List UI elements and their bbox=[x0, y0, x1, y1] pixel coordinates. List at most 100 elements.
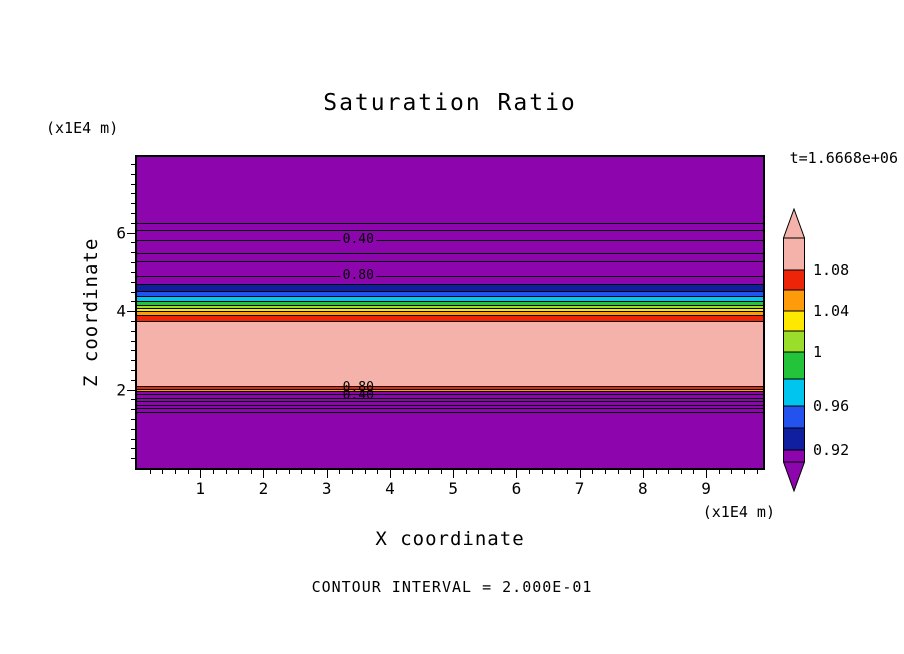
y-tick-label: 2 bbox=[116, 380, 126, 400]
tick-mark bbox=[149, 470, 151, 474]
contour-line bbox=[137, 275, 763, 277]
contour-band bbox=[137, 320, 763, 386]
x-tick-label: 1 bbox=[195, 479, 206, 498]
tick-mark bbox=[131, 409, 135, 411]
contour-line bbox=[137, 240, 763, 242]
tick-mark bbox=[131, 262, 135, 264]
contour-band bbox=[137, 300, 763, 305]
tick-mark bbox=[503, 470, 505, 474]
tick-mark bbox=[131, 379, 135, 381]
tick-mark bbox=[131, 418, 135, 420]
contour-line bbox=[137, 260, 763, 262]
contour-line bbox=[137, 388, 763, 390]
tick-mark bbox=[630, 470, 632, 474]
contour-line-label: 0.40 bbox=[340, 232, 376, 248]
tick-mark bbox=[187, 470, 189, 474]
tick-mark bbox=[131, 291, 135, 293]
x-tick-label: 7 bbox=[574, 479, 585, 498]
colorbar-tick-label: 1 bbox=[813, 343, 823, 361]
tick-mark bbox=[288, 470, 290, 474]
colorbar-tick-label: 0.92 bbox=[813, 441, 850, 459]
tick-mark bbox=[756, 470, 758, 474]
tick-mark bbox=[131, 360, 135, 362]
contour-line bbox=[137, 394, 763, 396]
tick-mark bbox=[465, 470, 467, 474]
colorbar-tick-label: 1.04 bbox=[813, 302, 850, 320]
tick-mark bbox=[131, 203, 135, 205]
contour-line bbox=[137, 385, 763, 387]
tick-mark bbox=[131, 222, 135, 224]
contour-line bbox=[137, 230, 763, 232]
tick-mark bbox=[131, 271, 135, 273]
tick-mark bbox=[453, 470, 455, 478]
colorbar-tick-label: 1.08 bbox=[813, 261, 850, 279]
tick-mark bbox=[478, 470, 480, 474]
tick-mark bbox=[655, 470, 657, 474]
tick-mark bbox=[162, 470, 164, 474]
plot-area: 0.40 0.80 0.80 0.40 bbox=[135, 155, 765, 470]
contour-line bbox=[137, 320, 763, 322]
tick-mark bbox=[351, 470, 353, 474]
tick-mark bbox=[680, 470, 682, 474]
contour-line bbox=[137, 412, 763, 414]
tick-mark bbox=[718, 470, 720, 474]
tick-mark bbox=[131, 213, 135, 215]
tick-mark bbox=[131, 193, 135, 195]
tick-mark bbox=[131, 252, 135, 254]
contour-line bbox=[137, 304, 763, 306]
tick-mark bbox=[131, 183, 135, 185]
contour-band bbox=[137, 310, 763, 316]
x-axis-unit: (x1E4 m) bbox=[702, 503, 775, 521]
tick-mark bbox=[744, 470, 746, 474]
tick-mark bbox=[225, 470, 227, 474]
x-tick-label: 5 bbox=[448, 479, 458, 498]
time-label: t=1.6668e+06 bbox=[789, 149, 898, 167]
tick-mark bbox=[127, 389, 135, 391]
colorbar bbox=[783, 208, 805, 492]
contour-line bbox=[137, 401, 763, 403]
tick-mark bbox=[238, 470, 240, 474]
contour-line bbox=[137, 310, 763, 312]
contour-band bbox=[137, 295, 763, 301]
tick-mark bbox=[529, 470, 531, 474]
tick-mark bbox=[314, 470, 316, 474]
tick-mark bbox=[131, 428, 135, 430]
tick-mark bbox=[389, 470, 391, 478]
contour-line bbox=[137, 307, 763, 309]
tick-mark bbox=[131, 438, 135, 440]
tick-mark bbox=[326, 470, 328, 478]
x-tick-label: 4 bbox=[385, 479, 395, 498]
tick-mark bbox=[131, 242, 135, 244]
tick-mark bbox=[427, 470, 429, 474]
tick-mark bbox=[706, 470, 708, 478]
tick-mark bbox=[301, 470, 303, 474]
x-tick-label: 6 bbox=[511, 479, 522, 498]
tick-mark bbox=[592, 470, 594, 474]
contour-line bbox=[137, 405, 763, 407]
contour-line bbox=[137, 315, 763, 317]
tick-mark bbox=[131, 330, 135, 332]
contour-line-label: 0.80 bbox=[342, 379, 374, 395]
tick-mark bbox=[131, 301, 135, 303]
contour-band bbox=[137, 315, 763, 321]
contour-band bbox=[137, 385, 763, 389]
contour-line bbox=[137, 300, 763, 302]
tick-mark bbox=[131, 281, 135, 283]
tick-mark bbox=[516, 470, 518, 478]
x-tick-label: 2 bbox=[258, 479, 269, 498]
contour-line bbox=[137, 295, 763, 297]
tick-mark bbox=[250, 470, 252, 474]
tick-mark bbox=[131, 320, 135, 322]
contour-line bbox=[137, 408, 763, 410]
tick-mark bbox=[174, 470, 176, 474]
tick-mark bbox=[131, 458, 135, 460]
chart-title: Saturation Ratio bbox=[323, 90, 577, 116]
contour-line bbox=[137, 290, 763, 292]
tick-mark bbox=[131, 448, 135, 450]
tick-mark bbox=[731, 470, 733, 474]
x-axis-label: X coordinate bbox=[375, 528, 525, 550]
y-axis-unit: (x1E4 m) bbox=[46, 119, 119, 137]
tick-mark bbox=[131, 164, 135, 166]
contour-line bbox=[137, 222, 763, 224]
